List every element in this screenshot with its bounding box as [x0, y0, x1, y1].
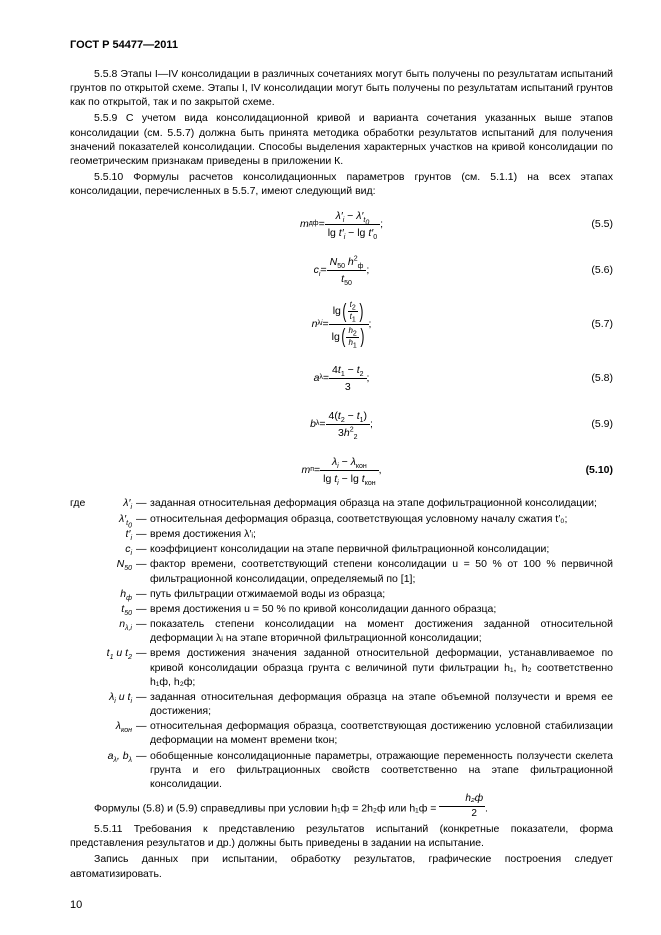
doc-header: ГОСТ Р 54477—2011 [70, 38, 613, 53]
note-formulas: Формулы (5.8) и (5.9) справедливы при ус… [70, 792, 613, 820]
formula-number: (5.8) [591, 371, 613, 385]
page-number: 10 [70, 898, 82, 913]
formula-number: (5.6) [591, 263, 613, 277]
para-5-5-9: 5.5.9 С учетом вида консолидационной кри… [70, 111, 613, 168]
formula-number: (5.10) [586, 463, 613, 477]
formula-number: (5.9) [591, 417, 613, 431]
formula-5-6: ci = N50 h2ф t50 ; (5.6) [70, 250, 613, 290]
formula-number: (5.5) [591, 217, 613, 231]
formula-5-5: mдф = λ′i − λ′t0 lg t′i − lg t′0 ; (5.5) [70, 204, 613, 244]
para-last: Запись данных при испытании, обработку р… [70, 852, 613, 880]
formula-5-7: nλi = lg(t2t1) lg(h2h1) ; (5.7) [70, 296, 613, 352]
formula-5-8: aλ = 4t1 − t2 3 ; (5.8) [70, 358, 613, 398]
formula-5-9: bλ = 4(t2 − t1) 3h22 ; (5.9) [70, 404, 613, 444]
para-5-5-10: 5.5.10 Формулы расчетов консолидационных… [70, 170, 613, 198]
para-5-5-11: 5.5.11 Требования к представлению резуль… [70, 822, 613, 850]
formula-number: (5.7) [591, 317, 613, 331]
para-5-5-8: 5.5.8 Этапы I—IV консолидации в различны… [70, 67, 613, 110]
page: ГОСТ Р 54477—2011 5.5.8 Этапы I—IV консо… [0, 0, 661, 935]
definitions-list: гдеλ′i—заданная относительная деформация… [70, 496, 613, 791]
formula-5-10: mп = λi − λкон lg ti − lg tкон , (5.10) [70, 450, 613, 490]
